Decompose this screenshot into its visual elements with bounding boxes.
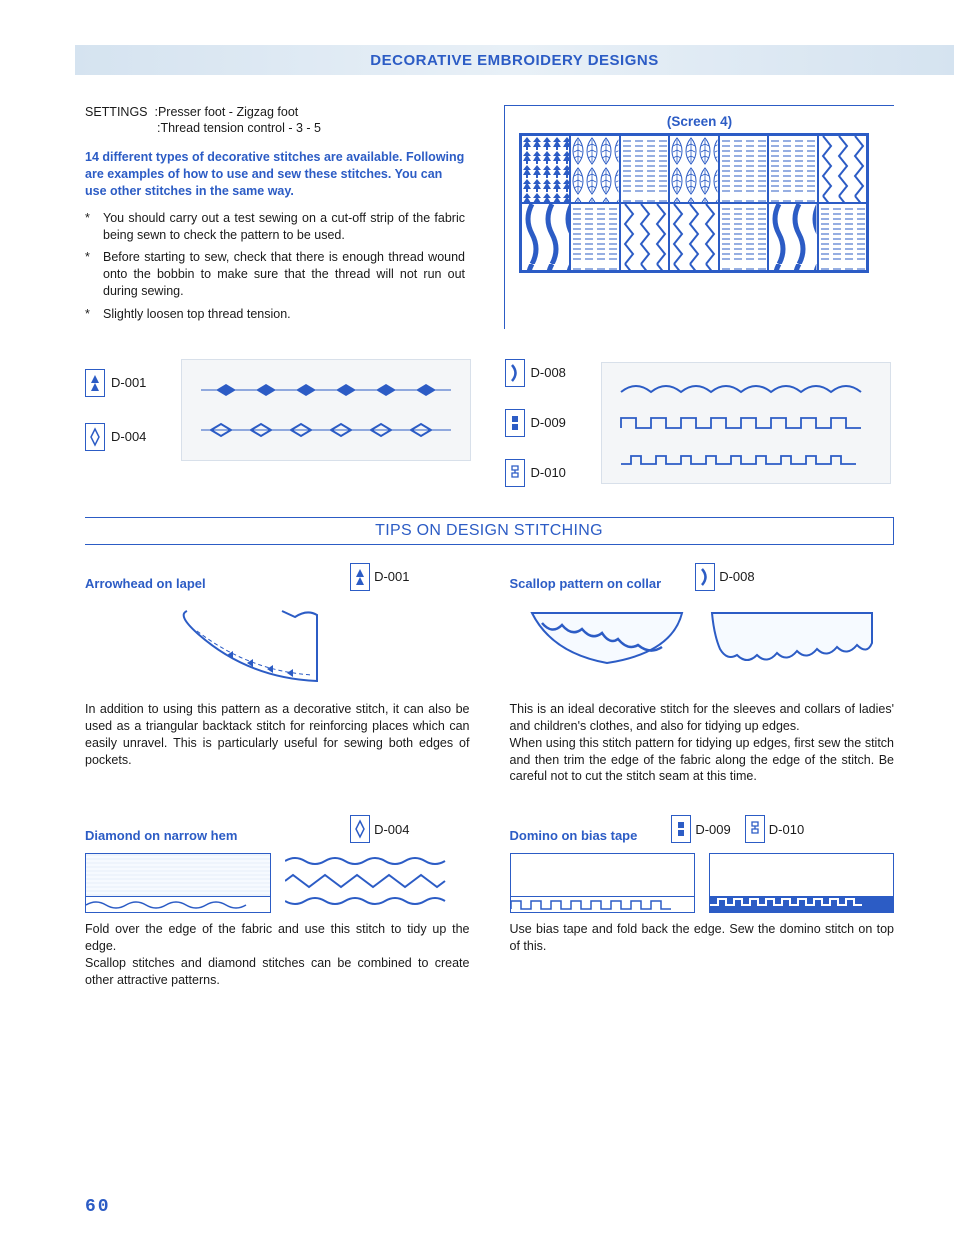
samples-right: D-008 D-009 D-010 (505, 359, 895, 487)
stitch-icon (745, 815, 765, 843)
tip-scallop: Scallop pattern on collar D-008 This is … (510, 563, 895, 785)
lapel-illustration (85, 601, 470, 691)
bullet-item: *Before starting to sew, check that ther… (85, 249, 465, 300)
page-number: 60 (85, 1197, 111, 1217)
bullet-item: *You should carry out a test sewing on a… (85, 210, 465, 244)
sample-code: D-008 (531, 365, 579, 380)
settings-line-2: :Thread tension control - 3 - 5 (157, 121, 465, 135)
hem-illustration (85, 853, 470, 913)
screen-title: (Screen 4) (519, 114, 880, 129)
collar-illustration (510, 601, 895, 691)
stitch-icon (85, 369, 105, 397)
tip-code: D-004 (374, 822, 409, 837)
tip-code: D-009 (695, 822, 730, 837)
tip-arrowhead: Arrowhead on lapel D-001 In addition to … (85, 563, 470, 785)
settings-block: SETTINGS :Presser foot - Zigzag foot :Th… (85, 105, 465, 329)
sample-swatch-block (181, 359, 471, 461)
stitch-icon (505, 459, 525, 487)
stitch-icon (85, 423, 105, 451)
tip-title: Diamond on narrow hem (85, 828, 237, 843)
settings-line-1: :Presser foot - Zigzag foot (154, 105, 298, 119)
sample-swatch-block (601, 362, 891, 484)
tip-title: Arrowhead on lapel (85, 576, 206, 591)
page-header-title: DECORATIVE EMBROIDERY DESIGNS (370, 52, 658, 69)
sample-code: D-001 (111, 375, 159, 390)
settings-label: SETTINGS (85, 105, 148, 119)
tips-section-header: TIPS ON DESIGN STITCHING (85, 517, 894, 545)
sample-code: D-009 (531, 415, 579, 430)
screen-panel: (Screen 4) (504, 105, 894, 329)
tip-body: Use bias tape and fold back the edge. Se… (510, 921, 895, 955)
tip-body: This is an ideal decorative stitch for t… (510, 701, 895, 785)
stitch-icon (671, 815, 691, 843)
stitch-icon (505, 409, 525, 437)
tip-title: Scallop pattern on collar (510, 576, 662, 591)
tip-code: D-001 (374, 569, 409, 584)
bullet-item: *Slightly loosen top thread tension. (85, 306, 465, 323)
page-header-band: DECORATIVE EMBROIDERY DESIGNS (75, 45, 954, 75)
tip-code: D-008 (719, 569, 754, 584)
tip-body: Fold over the edge of the fabric and use… (85, 921, 470, 989)
stitch-icon (695, 563, 715, 591)
tip-body: In addition to using this pattern as a d… (85, 701, 470, 769)
stitch-icon (350, 563, 370, 591)
tip-code: D-010 (769, 822, 804, 837)
samples-left: D-001 D-004 (85, 359, 475, 487)
tip-diamond: Diamond on narrow hem D-004 Fold over th… (85, 815, 470, 989)
sample-code: D-004 (111, 429, 159, 444)
bias-tape-illustration (510, 853, 895, 913)
intro-text: 14 different types of decorative stitche… (85, 149, 465, 200)
sample-code: D-010 (531, 465, 579, 480)
stitch-grid (519, 133, 869, 273)
tip-domino: Domino on bias tape D-009 D-010 Use bias… (510, 815, 895, 989)
tip-title: Domino on bias tape (510, 828, 638, 843)
stitch-icon (350, 815, 370, 843)
stitch-icon (505, 359, 525, 387)
